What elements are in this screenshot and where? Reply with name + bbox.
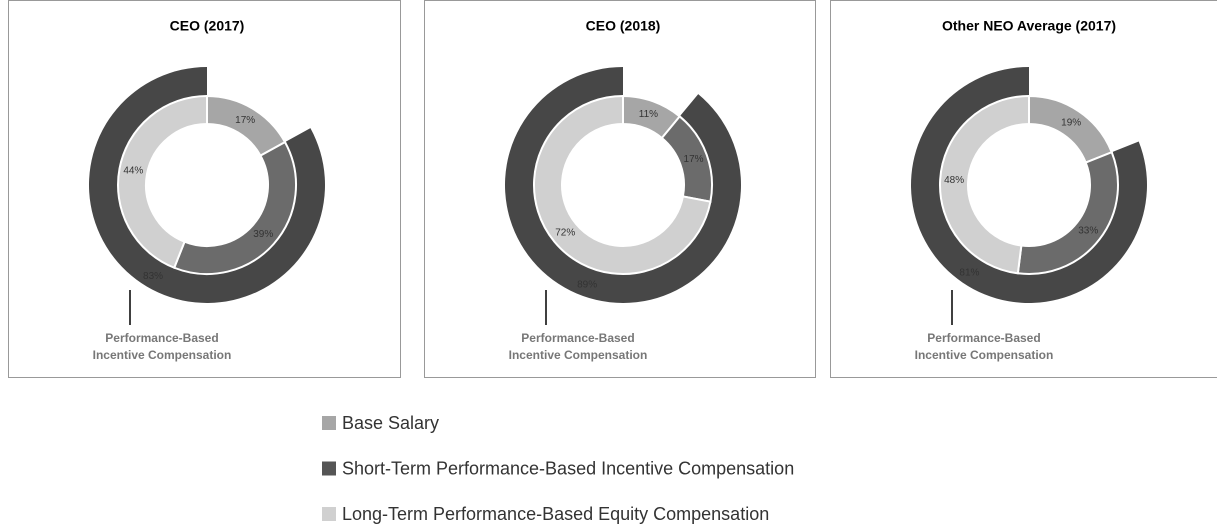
data-label: 72% bbox=[555, 227, 575, 238]
chart-title: Other NEO Average (2017) bbox=[942, 18, 1116, 34]
panel bbox=[424, 0, 816, 378]
data-label: 17% bbox=[235, 115, 255, 126]
data-label: 44% bbox=[123, 166, 143, 177]
donut-segment bbox=[117, 94, 209, 270]
data-label: 48% bbox=[944, 175, 964, 186]
annotation: Performance-Based bbox=[927, 331, 1040, 345]
annotation: Performance-Based bbox=[521, 331, 634, 345]
legend-label: Long-Term Performance-Based Equity Compe… bbox=[342, 504, 769, 524]
annotation: Performance-Based bbox=[105, 331, 218, 345]
legend-swatch bbox=[322, 461, 336, 476]
annotation: Incentive Compensation bbox=[509, 348, 648, 362]
legend-label: Base Salary bbox=[342, 413, 439, 433]
data-label: 11% bbox=[639, 109, 658, 120]
data-label: 19% bbox=[1061, 118, 1081, 129]
donut-segment bbox=[533, 94, 712, 275]
outer-label: 81% bbox=[959, 267, 979, 278]
outer-label: 89% bbox=[577, 279, 597, 290]
chart-title: CEO (2017) bbox=[170, 18, 245, 34]
legend-swatch bbox=[322, 416, 336, 430]
annotation: Incentive Compensation bbox=[915, 348, 1054, 362]
donut-segment bbox=[172, 140, 297, 275]
panel bbox=[830, 0, 1217, 378]
legend-label: Short-Term Performance-Based Incentive C… bbox=[342, 458, 794, 478]
data-label: 39% bbox=[253, 229, 273, 240]
outer-label: 83% bbox=[143, 271, 163, 282]
data-label: 17% bbox=[684, 154, 704, 165]
donut-segment bbox=[1028, 94, 1114, 164]
donut-segment bbox=[939, 94, 1030, 275]
data-label: 33% bbox=[1078, 226, 1098, 237]
panel bbox=[8, 0, 401, 378]
legend-swatch bbox=[322, 507, 336, 521]
annotation: Incentive Compensation bbox=[93, 348, 232, 362]
chart-title: CEO (2018) bbox=[586, 18, 661, 34]
